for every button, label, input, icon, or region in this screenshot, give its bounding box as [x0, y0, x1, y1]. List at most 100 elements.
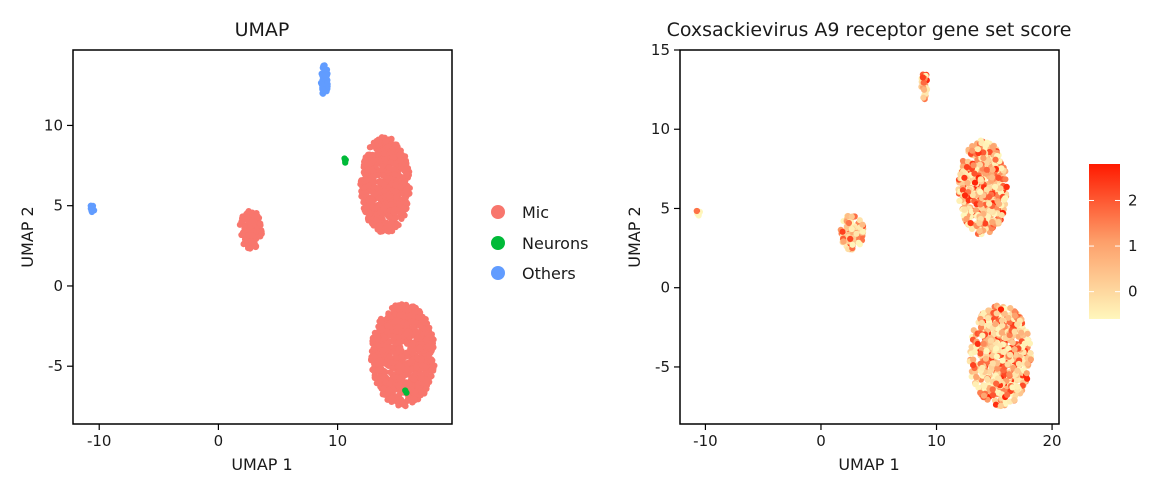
- data-point: [396, 151, 403, 159]
- data-point: [1027, 356, 1034, 363]
- data-point: [965, 197, 972, 204]
- data-point: [394, 143, 401, 150]
- data-point: [423, 336, 430, 343]
- data-point: [399, 207, 406, 214]
- y-axis-title: UMAP 2: [18, 206, 37, 267]
- legend-label-others: Others: [522, 264, 576, 283]
- data-point: [378, 324, 385, 331]
- data-point: [380, 385, 387, 392]
- data-point: [378, 134, 385, 141]
- x-tick-label: 20: [1043, 432, 1062, 450]
- data-point: [972, 381, 979, 388]
- colorbar-tick-label: 1: [1128, 237, 1138, 255]
- colorbar-ticks: 0 1 2: [1089, 191, 1138, 301]
- data-point: [370, 157, 377, 164]
- data-point: [376, 209, 384, 216]
- data-point: [342, 156, 349, 163]
- colorbar-gradient: [1089, 164, 1120, 319]
- data-point: [1007, 351, 1014, 358]
- data-point: [410, 323, 417, 331]
- data-point: [363, 177, 370, 184]
- data-point: [391, 374, 398, 381]
- umap-panel: UMAP -10 0 10 -5 0 5 10 UMAP 1 UMAP 2 Mic Neu…: [18, 19, 588, 474]
- data-point: [391, 215, 398, 222]
- data-point: [380, 359, 387, 366]
- data-point: [986, 193, 993, 201]
- data-point: [406, 381, 413, 388]
- data-point: [374, 367, 381, 374]
- data-point: [979, 332, 986, 339]
- data-point: [381, 181, 388, 188]
- data-point: [1000, 348, 1007, 356]
- data-point: [393, 221, 400, 228]
- data-point: [371, 346, 378, 353]
- data-point: [419, 362, 426, 369]
- data-point: [994, 360, 1001, 367]
- data-point: [418, 375, 425, 382]
- data-point: [365, 182, 372, 189]
- data-point: [362, 158, 369, 165]
- data-point: [391, 318, 398, 325]
- data-point: [381, 187, 388, 194]
- data-point: [970, 356, 977, 363]
- legend-label-neurons: Neurons: [522, 234, 588, 253]
- colorbar: 0 1 2: [1089, 164, 1138, 319]
- data-point: [981, 382, 988, 389]
- x-ticks: -10 0 10 20: [693, 424, 1062, 450]
- data-point: [992, 321, 999, 328]
- data-point: [971, 179, 979, 186]
- data-point: [976, 220, 983, 227]
- data-point: [977, 188, 984, 195]
- data-point: [1024, 330, 1031, 337]
- y-tick-label: 10: [651, 120, 670, 138]
- data-point: [409, 341, 416, 348]
- data-point: [429, 335, 436, 342]
- data-point: [976, 161, 984, 168]
- data-point: [386, 380, 393, 388]
- data-point: [971, 170, 978, 177]
- y-tick-label: 15: [651, 41, 670, 59]
- data-point: [403, 199, 410, 206]
- data-point: [999, 357, 1006, 364]
- data-point: [388, 398, 395, 405]
- data-point: [253, 243, 260, 250]
- data-point: [961, 174, 968, 181]
- data-point: [387, 359, 394, 366]
- x-tick-label: -10: [693, 432, 718, 450]
- data-point: [1006, 371, 1013, 378]
- data-point: [404, 165, 412, 172]
- data-point: [982, 142, 990, 149]
- data-point: [238, 218, 245, 225]
- data-point: [376, 226, 383, 234]
- data-point: [986, 368, 993, 375]
- data-point: [1026, 340, 1033, 347]
- data-point: [414, 314, 422, 321]
- data-point: [969, 143, 976, 150]
- data-point: [853, 230, 860, 237]
- data-point: [391, 171, 398, 178]
- data-point: [424, 343, 431, 350]
- data-point: [989, 174, 996, 181]
- data-point: [848, 213, 855, 220]
- data-point: [396, 375, 403, 382]
- data-point: [963, 215, 970, 223]
- data-point: [986, 200, 993, 207]
- data-point: [411, 304, 418, 311]
- data-point: [249, 232, 256, 239]
- x-tick-label: 10: [328, 432, 347, 450]
- x-tick-label: 0: [214, 432, 224, 450]
- data-point: [1014, 367, 1021, 374]
- data-point: [409, 318, 416, 325]
- data-point: [369, 143, 376, 150]
- data-point: [847, 235, 854, 242]
- legend-label-mic: Mic: [522, 203, 549, 222]
- data-point: [993, 310, 1000, 317]
- data-point: [970, 362, 977, 369]
- y-tick-label: 10: [44, 116, 63, 134]
- data-point: [392, 181, 399, 188]
- data-point: [361, 207, 368, 214]
- legend-swatch-mic: [491, 205, 505, 219]
- data-point: [373, 217, 380, 224]
- data-point: [1001, 196, 1008, 203]
- data-point: [959, 187, 967, 194]
